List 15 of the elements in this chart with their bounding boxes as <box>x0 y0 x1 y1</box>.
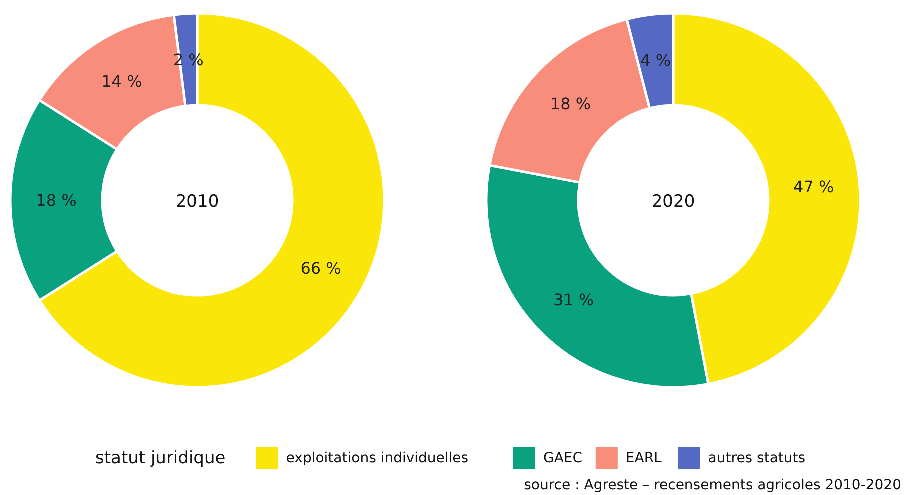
data-label: 14 % <box>102 72 142 91</box>
data-label: 66 % <box>300 258 342 278</box>
data-label: 47 % <box>794 178 834 197</box>
legend-label: exploitations individuelles <box>286 450 469 466</box>
source-note: source : Agreste – recensements agricoles 2010-2020 <box>524 478 902 494</box>
data-label: 18 % <box>36 191 77 210</box>
data-label: 18 % <box>550 94 592 114</box>
legend-title: statut juridique <box>96 448 226 468</box>
slice-label: 2020 <box>652 192 696 212</box>
legend-label: GAEC <box>544 450 583 466</box>
legend-label: autres statuts <box>708 450 806 466</box>
data-label: 4 % <box>640 51 672 70</box>
slice-label: 2010 <box>176 192 220 212</box>
data-label: 31 % <box>553 290 594 310</box>
legend-label: EARL <box>626 450 662 466</box>
